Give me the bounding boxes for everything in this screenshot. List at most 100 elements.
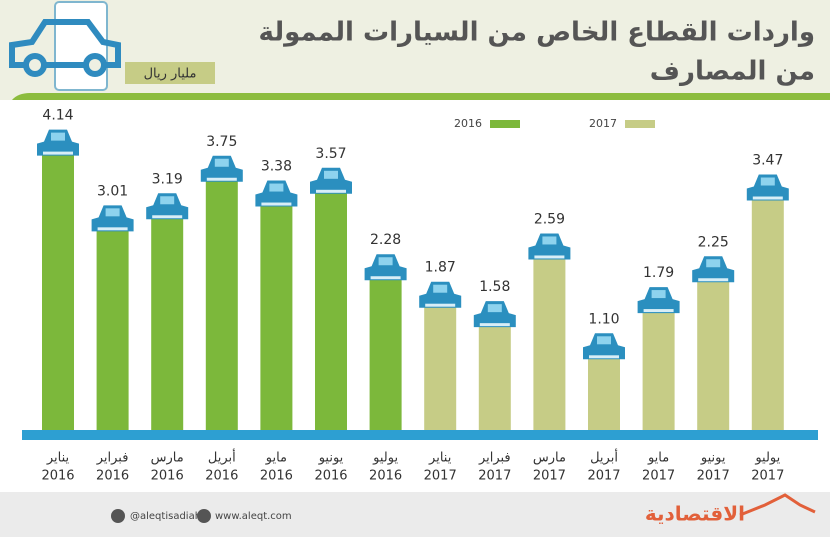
bar [424, 305, 457, 431]
car-body [310, 167, 352, 194]
car-bumper [316, 189, 346, 193]
car-icon [583, 333, 625, 360]
value-label: 4.14 [42, 108, 73, 124]
bar [205, 179, 238, 431]
baseline [22, 430, 818, 440]
x-tick-label: أبريل [590, 449, 618, 466]
x-tick-label: 2016 [205, 469, 238, 484]
car-icon [9, 19, 121, 77]
car-body [91, 205, 134, 232]
car-body [200, 155, 243, 182]
x-tick-label: 2017 [533, 469, 566, 484]
twitter-handle: @aleqtisadiah [130, 511, 201, 522]
x-tick-label: مايو [265, 451, 287, 466]
x-tick-label: 2016 [41, 469, 74, 484]
car-bumper [206, 177, 237, 181]
bar [42, 153, 74, 431]
bar [751, 198, 784, 431]
value-label: 3.19 [152, 171, 183, 187]
car-body [528, 233, 571, 260]
car-icon [37, 129, 79, 156]
car-bumper [643, 309, 674, 313]
car-icon [255, 180, 298, 207]
x-tick-label: 2017 [424, 469, 457, 484]
car-window [105, 208, 120, 217]
car-window [51, 132, 65, 141]
bar [588, 357, 620, 431]
car-window [269, 183, 284, 192]
x-tick-label: فبراير [478, 451, 511, 466]
car-icon [91, 205, 134, 232]
x-tick-label: 2016 [314, 469, 347, 484]
car-bumper [425, 303, 456, 307]
x-tick-label: أبريل [208, 449, 236, 466]
x-tick-label: 2017 [751, 469, 784, 484]
car-icon [419, 281, 462, 308]
bar [642, 311, 675, 431]
chart-title: واردات القطاع الخاص من السيارات الممولة [259, 18, 815, 48]
car-window [160, 196, 175, 205]
car-bumper [589, 355, 619, 359]
value-label: 1.10 [588, 311, 619, 327]
x-tick-label: 2017 [642, 469, 675, 484]
value-label: 2.59 [534, 211, 565, 227]
x-tick-label: 2016 [260, 469, 293, 484]
car-bumper [479, 323, 510, 327]
x-tick-label: يناير [428, 451, 452, 466]
value-label: 3.38 [261, 159, 292, 175]
car-window [706, 259, 721, 268]
car-window [378, 257, 393, 266]
value-label: 3.47 [752, 153, 783, 169]
car-icon [528, 233, 571, 260]
phone-icon [54, 1, 108, 91]
value-label: 3.57 [315, 146, 346, 162]
car-bumper [534, 255, 565, 259]
car-icon [473, 301, 516, 328]
bar [478, 325, 511, 431]
car-body [746, 174, 789, 201]
car-window [487, 304, 502, 313]
header-border [0, 93, 830, 100]
value-label: 3.01 [97, 183, 128, 199]
value-label: 3.75 [206, 134, 237, 150]
car-bumper [698, 278, 729, 282]
bar [96, 229, 129, 431]
car-icon [364, 254, 407, 281]
x-tick-label: 2016 [151, 469, 184, 484]
car-bumper [97, 227, 128, 231]
x-tick-label: يوليو [372, 451, 398, 466]
x-tick-label: مارس [533, 451, 566, 466]
x-tick-label: يناير [46, 451, 70, 466]
car-body [37, 129, 79, 156]
website: www.aleqt.com [215, 511, 292, 522]
car-icon [637, 287, 680, 314]
car-icon [146, 193, 189, 220]
bar [260, 204, 293, 431]
value-label: 2.25 [698, 234, 729, 250]
x-tick-label: 2016 [369, 469, 402, 484]
bar [697, 280, 730, 431]
x-tick-label: يونيو [318, 451, 344, 466]
car-window [214, 158, 229, 167]
x-tick-label: 2016 [96, 469, 129, 484]
car-bumper [752, 196, 783, 200]
car-window [433, 284, 448, 293]
twitter-icon [111, 509, 125, 523]
value-label: 1.79 [643, 265, 674, 281]
car-icon [310, 167, 352, 194]
car-bumper [152, 215, 183, 219]
x-tick-label: مارس [151, 451, 184, 466]
car-window [651, 290, 666, 299]
x-tick-label: مايو [647, 451, 669, 466]
car-window [324, 170, 338, 179]
car-body [692, 256, 735, 283]
logo: الاقتصادية [645, 502, 745, 526]
car-bumper [370, 276, 401, 280]
bar [151, 217, 184, 431]
logo-line [739, 493, 816, 517]
car-window [542, 236, 557, 245]
unit-badge [125, 62, 215, 84]
legend-label: 2017 [589, 117, 617, 130]
car-body [146, 193, 189, 220]
